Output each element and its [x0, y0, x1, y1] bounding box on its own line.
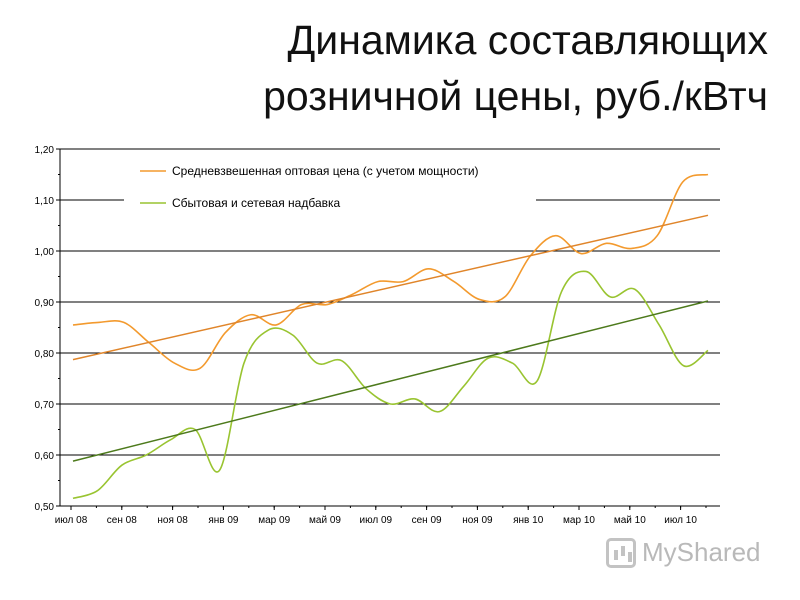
x-tick-label: июл 09 [359, 515, 392, 526]
x-tick-label: ноя 08 [157, 515, 188, 526]
x-tick-label: сен 08 [107, 515, 137, 526]
watermark: MyShared [606, 537, 761, 568]
y-tick-label: 0,80 [35, 349, 55, 360]
x-tick-label: июл 08 [55, 515, 88, 526]
series-line-0 [72, 173, 709, 372]
x-tick-label: май 10 [614, 515, 646, 526]
x-tick-label: май 09 [309, 515, 341, 526]
title-line-1: Динамика составляющих [287, 17, 768, 63]
watermark-text: MyShared [642, 537, 761, 567]
title-line-2: розничной цены, руб./кВтч [263, 73, 768, 119]
trend-line-3 [72, 300, 709, 462]
trend-line-2 [72, 214, 709, 361]
x-tick-label: сен 09 [412, 515, 442, 526]
x-tick-label: мар 10 [563, 515, 595, 526]
y-tick-label: 0,60 [35, 451, 55, 462]
y-tick-label: 0,90 [35, 298, 55, 309]
y-tick-label: 0,50 [35, 502, 55, 513]
x-tick-label: ноя 09 [462, 515, 493, 526]
slide-title: Динамика составляющих розничной цены, ру… [128, 12, 768, 124]
y-tick-label: 1,00 [35, 247, 55, 258]
y-tick-label: 0,70 [35, 400, 55, 411]
legend-label: Сбытовая и сетевая надбавка [172, 196, 341, 210]
x-tick-label: мар 09 [258, 515, 290, 526]
x-tick-label: янв 09 [208, 515, 239, 526]
y-tick-label: 1,20 [35, 145, 55, 156]
x-tick-label: июл 10 [664, 515, 697, 526]
legend-label: Средневзвешенная оптовая цена (с учетом … [172, 164, 479, 178]
series-line-1 [72, 270, 709, 500]
legend-box [124, 156, 536, 212]
y-tick-label: 1,10 [35, 196, 55, 207]
plot-area: 0,50 0,60 0,70 0,80 0,90 1,00 1,10 1,20 июл 08 се… [35, 145, 720, 526]
x-tick-label: янв 10 [513, 515, 544, 526]
myshared-logo-icon [606, 537, 636, 568]
